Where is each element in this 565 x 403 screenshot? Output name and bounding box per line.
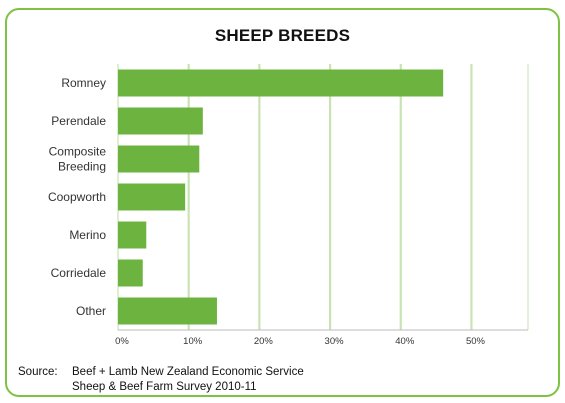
x-tick-label: 10% — [183, 336, 203, 347]
source-label: Source: — [18, 366, 58, 378]
chart-title: SHEEP BREEDS — [214, 26, 351, 45]
bar-coopworth — [118, 183, 186, 211]
x-tick-label: 0% — [115, 336, 129, 347]
bar-other — [118, 297, 217, 325]
category-label: Corriedale — [51, 266, 107, 280]
bar-perendale — [118, 107, 203, 135]
category-label: Romney — [61, 76, 106, 90]
bar-corriedale — [118, 259, 143, 287]
source-note: Source: Beef + Lamb New Zealand Economic… — [18, 365, 304, 395]
category-label: Composite — [49, 145, 107, 159]
category-label: Perendale — [51, 114, 106, 128]
source-line-2: Sheep & Beef Farm Survey 2010-11 — [72, 381, 257, 393]
category-label: Breeding — [58, 160, 106, 174]
bar-romney — [118, 69, 444, 97]
x-axis-ticks: 0% 10% 20% 30% 40% 50% — [115, 336, 485, 347]
category-label: Other — [76, 304, 106, 318]
x-tick-label: 50% — [466, 336, 486, 347]
category-label: Coopworth — [48, 190, 106, 204]
category-label: Merino — [69, 228, 106, 242]
x-tick-label: 30% — [325, 336, 345, 347]
x-tick-label: 40% — [395, 336, 415, 347]
bar-merino — [118, 221, 147, 249]
bar-composite-breeding — [118, 145, 200, 173]
x-tick-label: 20% — [254, 336, 274, 347]
source-line-1: Beef + Lamb New Zealand Economic Service — [72, 366, 304, 378]
bars — [118, 69, 444, 325]
